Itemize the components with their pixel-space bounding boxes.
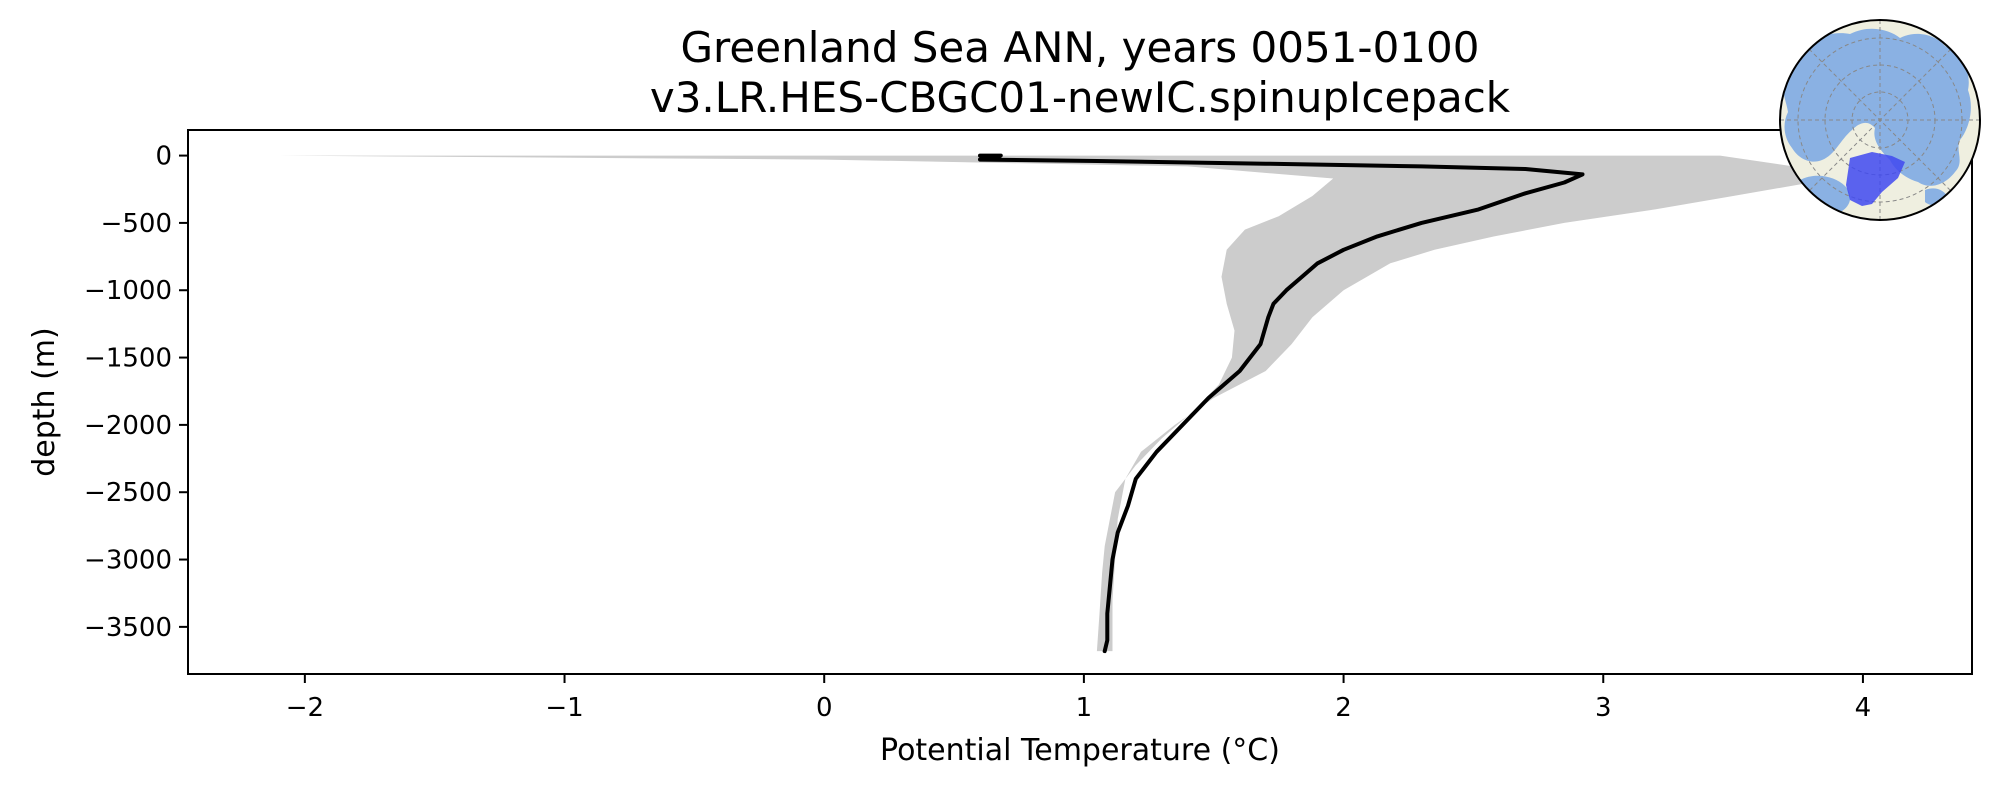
y-tick-label: −3500 bbox=[84, 613, 172, 643]
x-tick-label: 0 bbox=[816, 693, 833, 723]
mean-profile-line bbox=[978, 153, 1585, 654]
x-tick-label: −2 bbox=[286, 693, 324, 723]
map-region-greenland-sea bbox=[1846, 152, 1905, 206]
y-tick-label: 0 bbox=[155, 142, 172, 172]
x-axis: −2 −1 0 1 2 3 4 bbox=[286, 674, 1872, 723]
range-band bbox=[278, 155, 1856, 652]
plot-frame bbox=[187, 129, 1973, 675]
x-tick-label: 4 bbox=[1855, 693, 1872, 723]
map-outline bbox=[1779, 19, 1981, 221]
x-tick-label: 2 bbox=[1335, 693, 1352, 723]
y-tick-label: −1500 bbox=[84, 344, 172, 374]
chart-title: Greenland Sea ANN, years 0051-0100 bbox=[680, 23, 1480, 72]
y-axis-label: depth (m) bbox=[27, 327, 62, 477]
x-tick-label: 3 bbox=[1595, 693, 1612, 723]
y-tick-label: −500 bbox=[101, 209, 172, 239]
chart-subtitle: v3.LR.HES-CBGC01-newIC.spinupIcepack bbox=[649, 73, 1511, 122]
y-tick-label: −3000 bbox=[84, 546, 172, 576]
inset-map bbox=[1779, 19, 1981, 221]
y-tick-label: −2500 bbox=[84, 478, 172, 508]
y-tick-label: −2000 bbox=[84, 411, 172, 441]
y-axis: 0 −500 −1000 −1500 −2000 −2500 −3000 −3500 bbox=[84, 142, 188, 643]
y-tick-label: −1000 bbox=[84, 276, 172, 306]
x-axis-label: Potential Temperature (°C) bbox=[880, 733, 1280, 768]
x-tick-label: 1 bbox=[1076, 693, 1093, 723]
plot-area bbox=[278, 153, 1856, 654]
map-land bbox=[1782, 28, 1971, 186]
x-tick-label: −1 bbox=[545, 693, 583, 723]
